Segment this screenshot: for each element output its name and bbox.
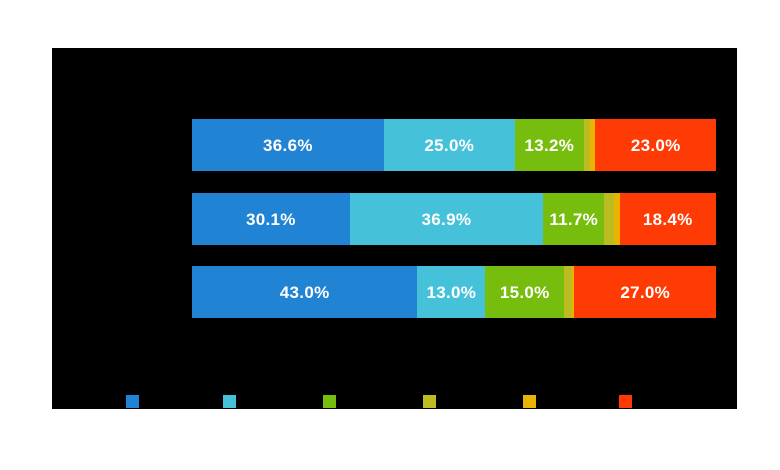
legend-swatch-blue [126, 395, 139, 408]
bar-segment-blue: 43.0% [192, 266, 418, 318]
bar-segment-label: 11.7% [549, 209, 599, 229]
bar-segment-label: 27.0% [620, 282, 671, 302]
legend-swatch-cyan [223, 395, 236, 408]
bar-segment-red: 18.4% [619, 193, 716, 245]
bar-segment-label: 25.0% [424, 135, 475, 155]
bar-segment-cyan: 36.9% [349, 193, 544, 245]
bar-segment-blue: 36.6% [192, 119, 384, 171]
legend-swatch-olive [423, 395, 436, 408]
bar-segment-gold [614, 193, 620, 245]
bar-segment-gold [590, 119, 596, 171]
bar-row: 30.1% 36.9% 11.7% 18.4% [192, 193, 716, 245]
bar-row: 36.6% 25.0% 13.2% 23.0% [192, 119, 716, 171]
bar-segment-red: 23.0% [595, 119, 716, 171]
bar-segment-olive [583, 119, 591, 171]
bar-segment-green: 15.0% [485, 266, 565, 318]
bar-segment-label: 13.0% [426, 282, 477, 302]
bar-segment-olive [604, 193, 615, 245]
legend-swatch-red [619, 395, 632, 408]
bar-segment-label: 43.0% [279, 282, 330, 302]
bar-segment-label: 13.2% [524, 135, 575, 155]
bar-row: 43.0% 13.0% 15.0% 27.0% [192, 266, 716, 318]
legend-swatch-green [323, 395, 336, 408]
bar-segment-cyan: 13.0% [417, 266, 486, 318]
chart-plot-area: 36.6% 25.0% 13.2% 23.0% 30.1% 36.9% 11.7% 18.4%… [52, 48, 737, 409]
bar-segment-label: 18.4% [642, 209, 693, 229]
bar-segment-label: 15.0% [499, 282, 550, 302]
bar-segment-blue: 30.1% [192, 193, 350, 245]
bar-segment-green: 13.2% [514, 119, 584, 171]
bar-segment-label: 36.6% [263, 135, 313, 155]
bar-segment-red: 27.0% [574, 266, 716, 318]
bar-segment-green: 11.7% [543, 193, 605, 245]
bar-segment-gold [571, 266, 575, 318]
bar-segment-label: 36.9% [421, 209, 472, 229]
bar-segment-cyan: 25.0% [383, 119, 515, 171]
legend-swatch-gold [523, 395, 536, 408]
bar-segment-label: 23.0% [630, 135, 681, 155]
bar-segment-olive [564, 266, 572, 318]
bar-segment-label: 30.1% [246, 209, 296, 229]
